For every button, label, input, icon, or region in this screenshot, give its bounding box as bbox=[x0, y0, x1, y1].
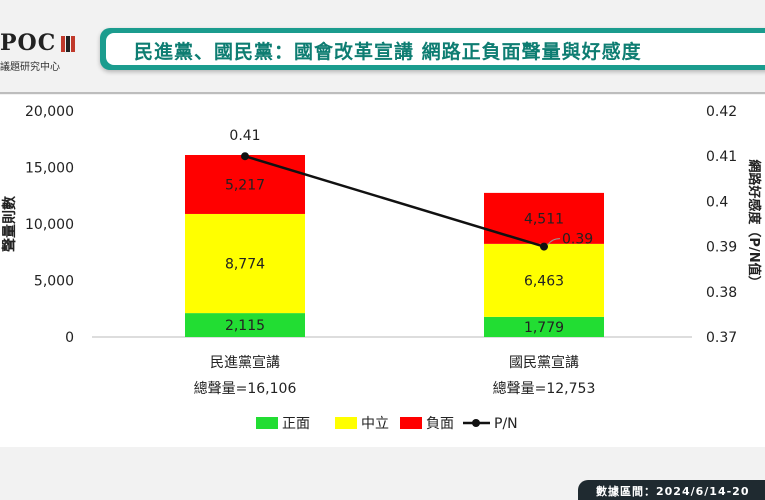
pn-label-leader bbox=[547, 238, 561, 245]
bar-data-label: 6,463 bbox=[524, 273, 564, 289]
header: POC 議題研究中心 民進黨、國民黨：國會改革宣講 網路正負面聲量與好感度 bbox=[0, 0, 765, 92]
logo-text: POC bbox=[0, 30, 57, 56]
category-total-label: 總聲量=16,106 bbox=[194, 380, 297, 397]
legend-label: P/N bbox=[494, 416, 518, 432]
page-title: 民進黨、國民黨：國會改革宣講 網路正負面聲量與好感度 bbox=[134, 41, 642, 63]
title-banner: 民進黨、國民黨：國會改革宣講 網路正負面聲量與好感度 bbox=[100, 28, 765, 70]
logo-mark-icon bbox=[61, 36, 75, 52]
x-tick-label: 國民黨宣講 bbox=[509, 355, 579, 371]
legend-label: 負面 bbox=[426, 416, 454, 432]
y-tick-label: 5,000 bbox=[34, 274, 74, 290]
y-tick-label: 10,000 bbox=[25, 217, 74, 233]
y2-tick-label: 0.39 bbox=[706, 240, 737, 256]
y-tick-label: 15,000 bbox=[25, 161, 74, 177]
bar-data-label: 2,115 bbox=[225, 318, 265, 334]
y2-tick-label: 0.42 bbox=[706, 104, 737, 120]
y2-tick-label: 0.37 bbox=[706, 330, 737, 346]
legend-swatch bbox=[335, 417, 357, 429]
bar-segment bbox=[185, 213, 305, 314]
x-tick-label: 民進黨宣講 bbox=[210, 355, 280, 371]
chart: 0 5,000 10,000 15,000 20,000 0.37 0.38 0.39 0.4 0… bbox=[1, 104, 762, 432]
legend-swatch bbox=[400, 417, 422, 429]
logo: POC 議題研究中心 bbox=[0, 30, 98, 73]
date-range-text: 數據區間：2024/6/14-20 bbox=[596, 485, 750, 498]
legend-swatch bbox=[256, 417, 278, 429]
logo-subtitle: 議題研究中心 bbox=[0, 62, 60, 73]
bar-data-label: 5,217 bbox=[225, 177, 265, 193]
y2-tick-label: 0.41 bbox=[706, 149, 737, 165]
y2-axis-title: 網路好感度（P/N值） bbox=[746, 159, 762, 288]
date-range-badge: 數據區間：2024/6/14-20 bbox=[578, 480, 765, 500]
pn-point bbox=[540, 242, 548, 251]
y2-tick-label: 0.38 bbox=[706, 285, 737, 301]
bar-segment bbox=[185, 155, 305, 214]
y-tick-label: 0 bbox=[65, 330, 74, 346]
divider bbox=[0, 92, 765, 94]
legend-line-marker bbox=[472, 419, 480, 427]
pn-data-label: 0.41 bbox=[229, 128, 260, 144]
category-total-label: 總聲量=12,753 bbox=[493, 380, 596, 397]
bar-data-label: 1,779 bbox=[524, 320, 564, 336]
y2-tick-label: 0.4 bbox=[706, 194, 728, 210]
bar-data-label: 4,511 bbox=[524, 211, 564, 227]
bar-segment bbox=[185, 313, 305, 337]
pn-point bbox=[241, 152, 249, 161]
chart-card: 0 5,000 10,000 15,000 20,000 0.37 0.38 0.39 0.4 0… bbox=[0, 95, 765, 447]
bar-segment bbox=[484, 243, 604, 317]
bar-segment bbox=[484, 316, 604, 337]
bar-data-label: 8,774 bbox=[225, 257, 265, 273]
legend-label: 正面 bbox=[282, 416, 310, 432]
y-axis-title: 聲量則數 bbox=[1, 196, 18, 252]
pn-data-label: 0.39 bbox=[562, 232, 593, 248]
legend-label: 中立 bbox=[361, 416, 389, 432]
pn-line bbox=[244, 155, 545, 248]
y-tick-label: 20,000 bbox=[25, 104, 74, 120]
